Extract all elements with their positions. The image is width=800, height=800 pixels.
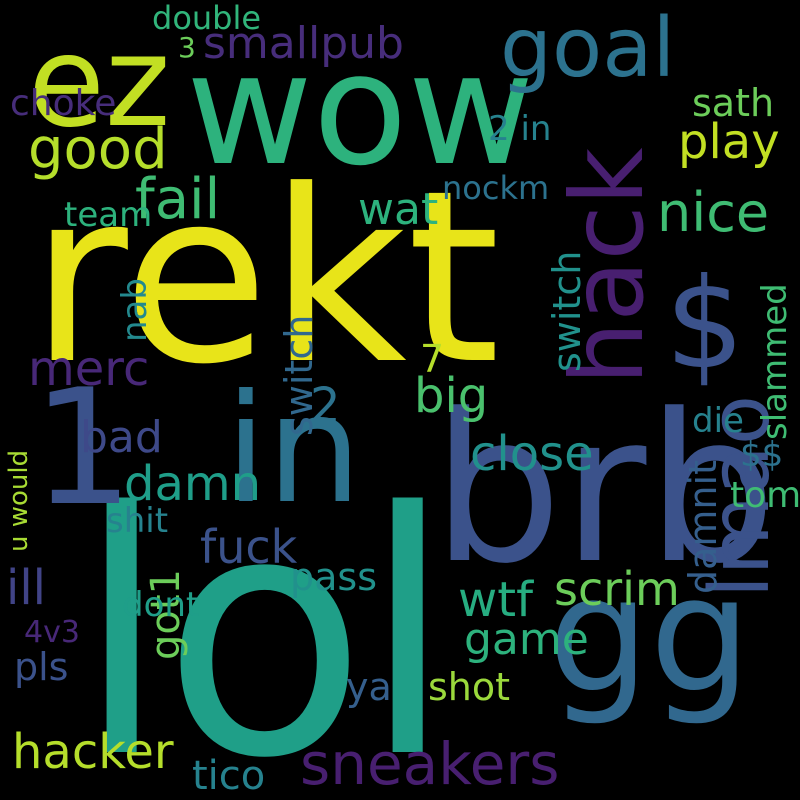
word: good: [28, 117, 168, 182]
word: merc: [28, 341, 150, 397]
word: sneakers: [300, 730, 560, 798]
word: scrim: [554, 562, 680, 616]
word: gg: [548, 541, 752, 728]
word: 2 in: [488, 109, 552, 149]
word: 3: [178, 31, 196, 64]
word: pass: [290, 555, 378, 599]
word: die: [692, 401, 744, 441]
word: nab: [115, 278, 155, 342]
word: damn: [124, 456, 262, 512]
word: hacker: [12, 724, 174, 780]
word: wat: [358, 184, 439, 235]
word: goal: [500, 1, 676, 96]
word: ez: [28, 10, 171, 155]
word: smallpub: [203, 18, 404, 69]
word: fail: [135, 167, 221, 232]
word: switch: [545, 250, 589, 372]
word: sath: [692, 81, 775, 125]
word: ya: [346, 665, 392, 709]
word: double: [152, 0, 262, 37]
word: bad: [80, 412, 163, 463]
word: rekt: [30, 140, 501, 417]
word: 1: [32, 354, 134, 541]
word: $$: [740, 435, 784, 475]
word: slammed: [755, 283, 795, 440]
word: 4v3: [24, 615, 80, 650]
word: nockm: [442, 169, 550, 207]
word: fuck: [200, 520, 298, 574]
word: team: [64, 195, 153, 235]
word: 2: [310, 378, 341, 434]
word: damnit: [681, 460, 725, 594]
word: close: [470, 426, 594, 482]
word: game: [464, 614, 589, 665]
word: dont: [122, 585, 200, 625]
word: shit: [106, 501, 169, 541]
word: tom: [730, 475, 800, 516]
word: wtf: [458, 572, 533, 628]
word: nice: [657, 181, 770, 244]
word: shot: [428, 665, 511, 709]
word: lol: [75, 442, 454, 800]
word: pls: [14, 645, 69, 689]
word: play: [678, 114, 780, 170]
word: tico: [192, 753, 266, 799]
word: big: [414, 368, 489, 424]
word: $: [665, 252, 745, 397]
word: in: [225, 363, 362, 537]
word: ill: [6, 560, 47, 616]
word: choke: [10, 83, 117, 124]
word: wow: [186, 19, 535, 200]
word: 7: [420, 337, 445, 381]
word: brb: [432, 371, 777, 609]
word: u would: [4, 449, 34, 552]
